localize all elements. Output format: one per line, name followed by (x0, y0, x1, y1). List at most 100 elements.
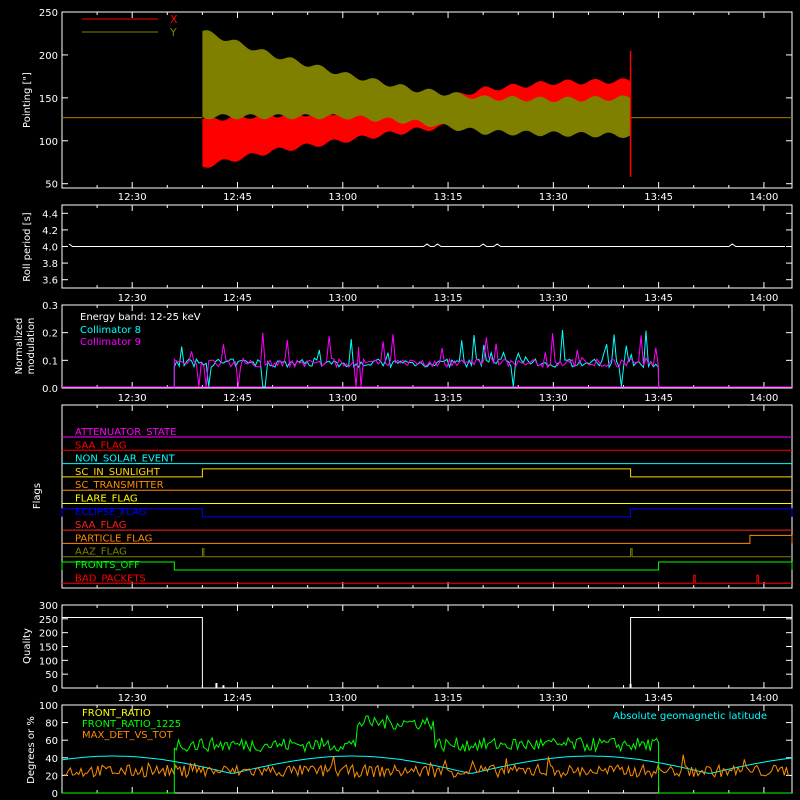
flag-label-attenuator_state: ATTENUATOR_STATE (75, 427, 176, 438)
y-tick-label: 100 (39, 137, 58, 148)
y-tick-label: 40 (45, 754, 58, 765)
time-tick-label: 13:45 (644, 393, 673, 404)
roll-period-line (68, 243, 785, 247)
time-tick-label: 13:00 (328, 192, 357, 203)
ratio-frame (61, 704, 793, 794)
y-tick-label: 60 (45, 736, 58, 747)
flags-panel: Flags (32, 404, 793, 589)
flag-line-eclipse_flag (61, 508, 793, 518)
modulation-frame (61, 304, 793, 389)
y-tick-label: 0 (52, 684, 58, 695)
flag-label-bad_packets: BAD_PACKETS (75, 573, 146, 584)
y-tick-label: 200 (39, 629, 58, 640)
flag-label-sc_transmitter: SC_TRANSMITTER (75, 480, 164, 491)
y-tick-label: 150 (39, 643, 58, 654)
pointing-Y-envelope (202, 30, 631, 139)
modulation-ylabel-1: Normalized (14, 318, 25, 375)
flag-label-saa_flag: SAA_FLAG (75, 440, 126, 451)
y-tick-label: 80 (45, 719, 58, 730)
max-det-vs-tot-line (64, 754, 789, 779)
y-tick-label: 0 (52, 789, 58, 800)
pointing-frame (61, 11, 793, 189)
y-tick-label: 50 (45, 180, 58, 191)
time-tick-label: 14:00 (750, 693, 779, 704)
y-tick-label: 0.2 (42, 329, 58, 340)
y-tick-label: 4.0 (42, 243, 58, 254)
chart-marks: 12:30 12:45 13:00 13:15 13:30 13:45 14:00 12:30… (39, 8, 793, 800)
flag-line-sc_in_sunlight (62, 468, 792, 478)
modulation-legend-0: Collimator 8 (80, 325, 141, 336)
y-tick-label: 200 (39, 51, 58, 62)
time-tick-label: 13:15 (434, 393, 463, 404)
legend-label-Y: Y (169, 26, 177, 39)
y-tick-label: 3.6 (42, 276, 58, 287)
quality-line (62, 617, 792, 689)
energy-band-annotation: Energy band: 12-25 keV (80, 312, 201, 323)
flag-label-fronts_off: FRONTS_OFF (75, 560, 140, 571)
time-tick-label: 13:30 (539, 293, 568, 304)
y-tick-label: 4.4 (42, 209, 58, 220)
y-tick-label: 300 (39, 601, 58, 612)
ratio-panel: Degrees or % (26, 704, 793, 794)
y-tick-label: 250 (39, 8, 58, 19)
ratio-legend-1: FRONT_RATIO_1225 (82, 719, 181, 730)
y-tick-label: 250 (39, 615, 58, 626)
pointing-X-envelope (202, 78, 631, 168)
flags-frame (61, 404, 793, 589)
y-tick-label: 4.2 (42, 226, 58, 237)
y-tick-label: 150 (39, 94, 58, 105)
quality-ylabel: Quality (22, 628, 33, 664)
flag-label-eclipse_flag: ECLIPSE_FLAG (75, 507, 146, 518)
flag-label-sc_in_sunlight: SC_IN_SUNLIGHT (75, 467, 161, 478)
front-ratio-1225-line (62, 713, 792, 794)
flag-label-saa_flag: SAA_FLAG (75, 520, 126, 531)
time-tick-label: 12:45 (223, 293, 252, 304)
ratio-legend-0: FRONT_RATIO (82, 708, 151, 719)
time-tick-label: 13:45 (644, 192, 673, 203)
flag-line-bad_packets (62, 574, 792, 584)
time-tick-label: 12:30 (118, 393, 147, 404)
time-tick-label: 13:30 (539, 192, 568, 203)
time-tick-label: 13:45 (644, 693, 673, 704)
time-tick-label: 14:00 (750, 192, 779, 203)
flag-line-particle_flag (62, 534, 793, 544)
time-tick-label: 12:45 (223, 393, 252, 404)
y-tick-label: 3.8 (42, 259, 58, 270)
modulation-legend-1: Collimator 9 (80, 337, 141, 348)
time-tick-label: 14:00 (750, 293, 779, 304)
y-tick-label: 20 (45, 771, 58, 782)
pointing-panel: Pointing ["] (22, 11, 793, 189)
time-tick-label: 13:45 (644, 293, 673, 304)
flag-label-non_solar_event: NON_SOLAR_EVENT (75, 454, 176, 465)
flag-line-fronts_off (61, 561, 793, 571)
y-tick-label: 0.0 (42, 384, 58, 395)
y-tick-label: 0.3 (42, 301, 58, 312)
time-tick-label: 12:30 (118, 192, 147, 203)
time-tick-label: 12:45 (223, 192, 252, 203)
time-tick-label: 12:45 (223, 693, 252, 704)
y-tick-label: 100 (39, 656, 58, 667)
modulation-collimator9-line (173, 332, 660, 389)
roll-ylabel: Roll period [s] (22, 212, 33, 281)
time-tick-label: 13:30 (539, 393, 568, 404)
y-tick-label: 50 (45, 670, 58, 681)
y-tick-label: 100 (39, 701, 58, 712)
legend-label-X: X (170, 13, 178, 26)
ratio-legend-2: MAX_DET_VS_TOT (82, 730, 174, 741)
flag-line-aaz_flag (62, 548, 792, 558)
flags-ylabel: Flags (32, 483, 43, 509)
time-tick-label: 13:15 (434, 693, 463, 704)
ratio-ylabel: Degrees or % (26, 716, 37, 784)
geomag-latitude-line (61, 755, 793, 774)
time-tick-label: 13:00 (328, 693, 357, 704)
modulation-panel: Normalized modulation (14, 304, 793, 389)
y-tick-label: 0.1 (42, 356, 58, 367)
time-tick-label: 13:00 (328, 293, 357, 304)
time-tick-label: 13:00 (328, 393, 357, 404)
time-tick-label: 13:30 (539, 693, 568, 704)
time-tick-label: 12:30 (118, 293, 147, 304)
flag-label-flare_flag: FLARE_FLAG (75, 494, 138, 505)
time-tick-label: 14:00 (750, 393, 779, 404)
time-tick-label: 13:15 (434, 293, 463, 304)
